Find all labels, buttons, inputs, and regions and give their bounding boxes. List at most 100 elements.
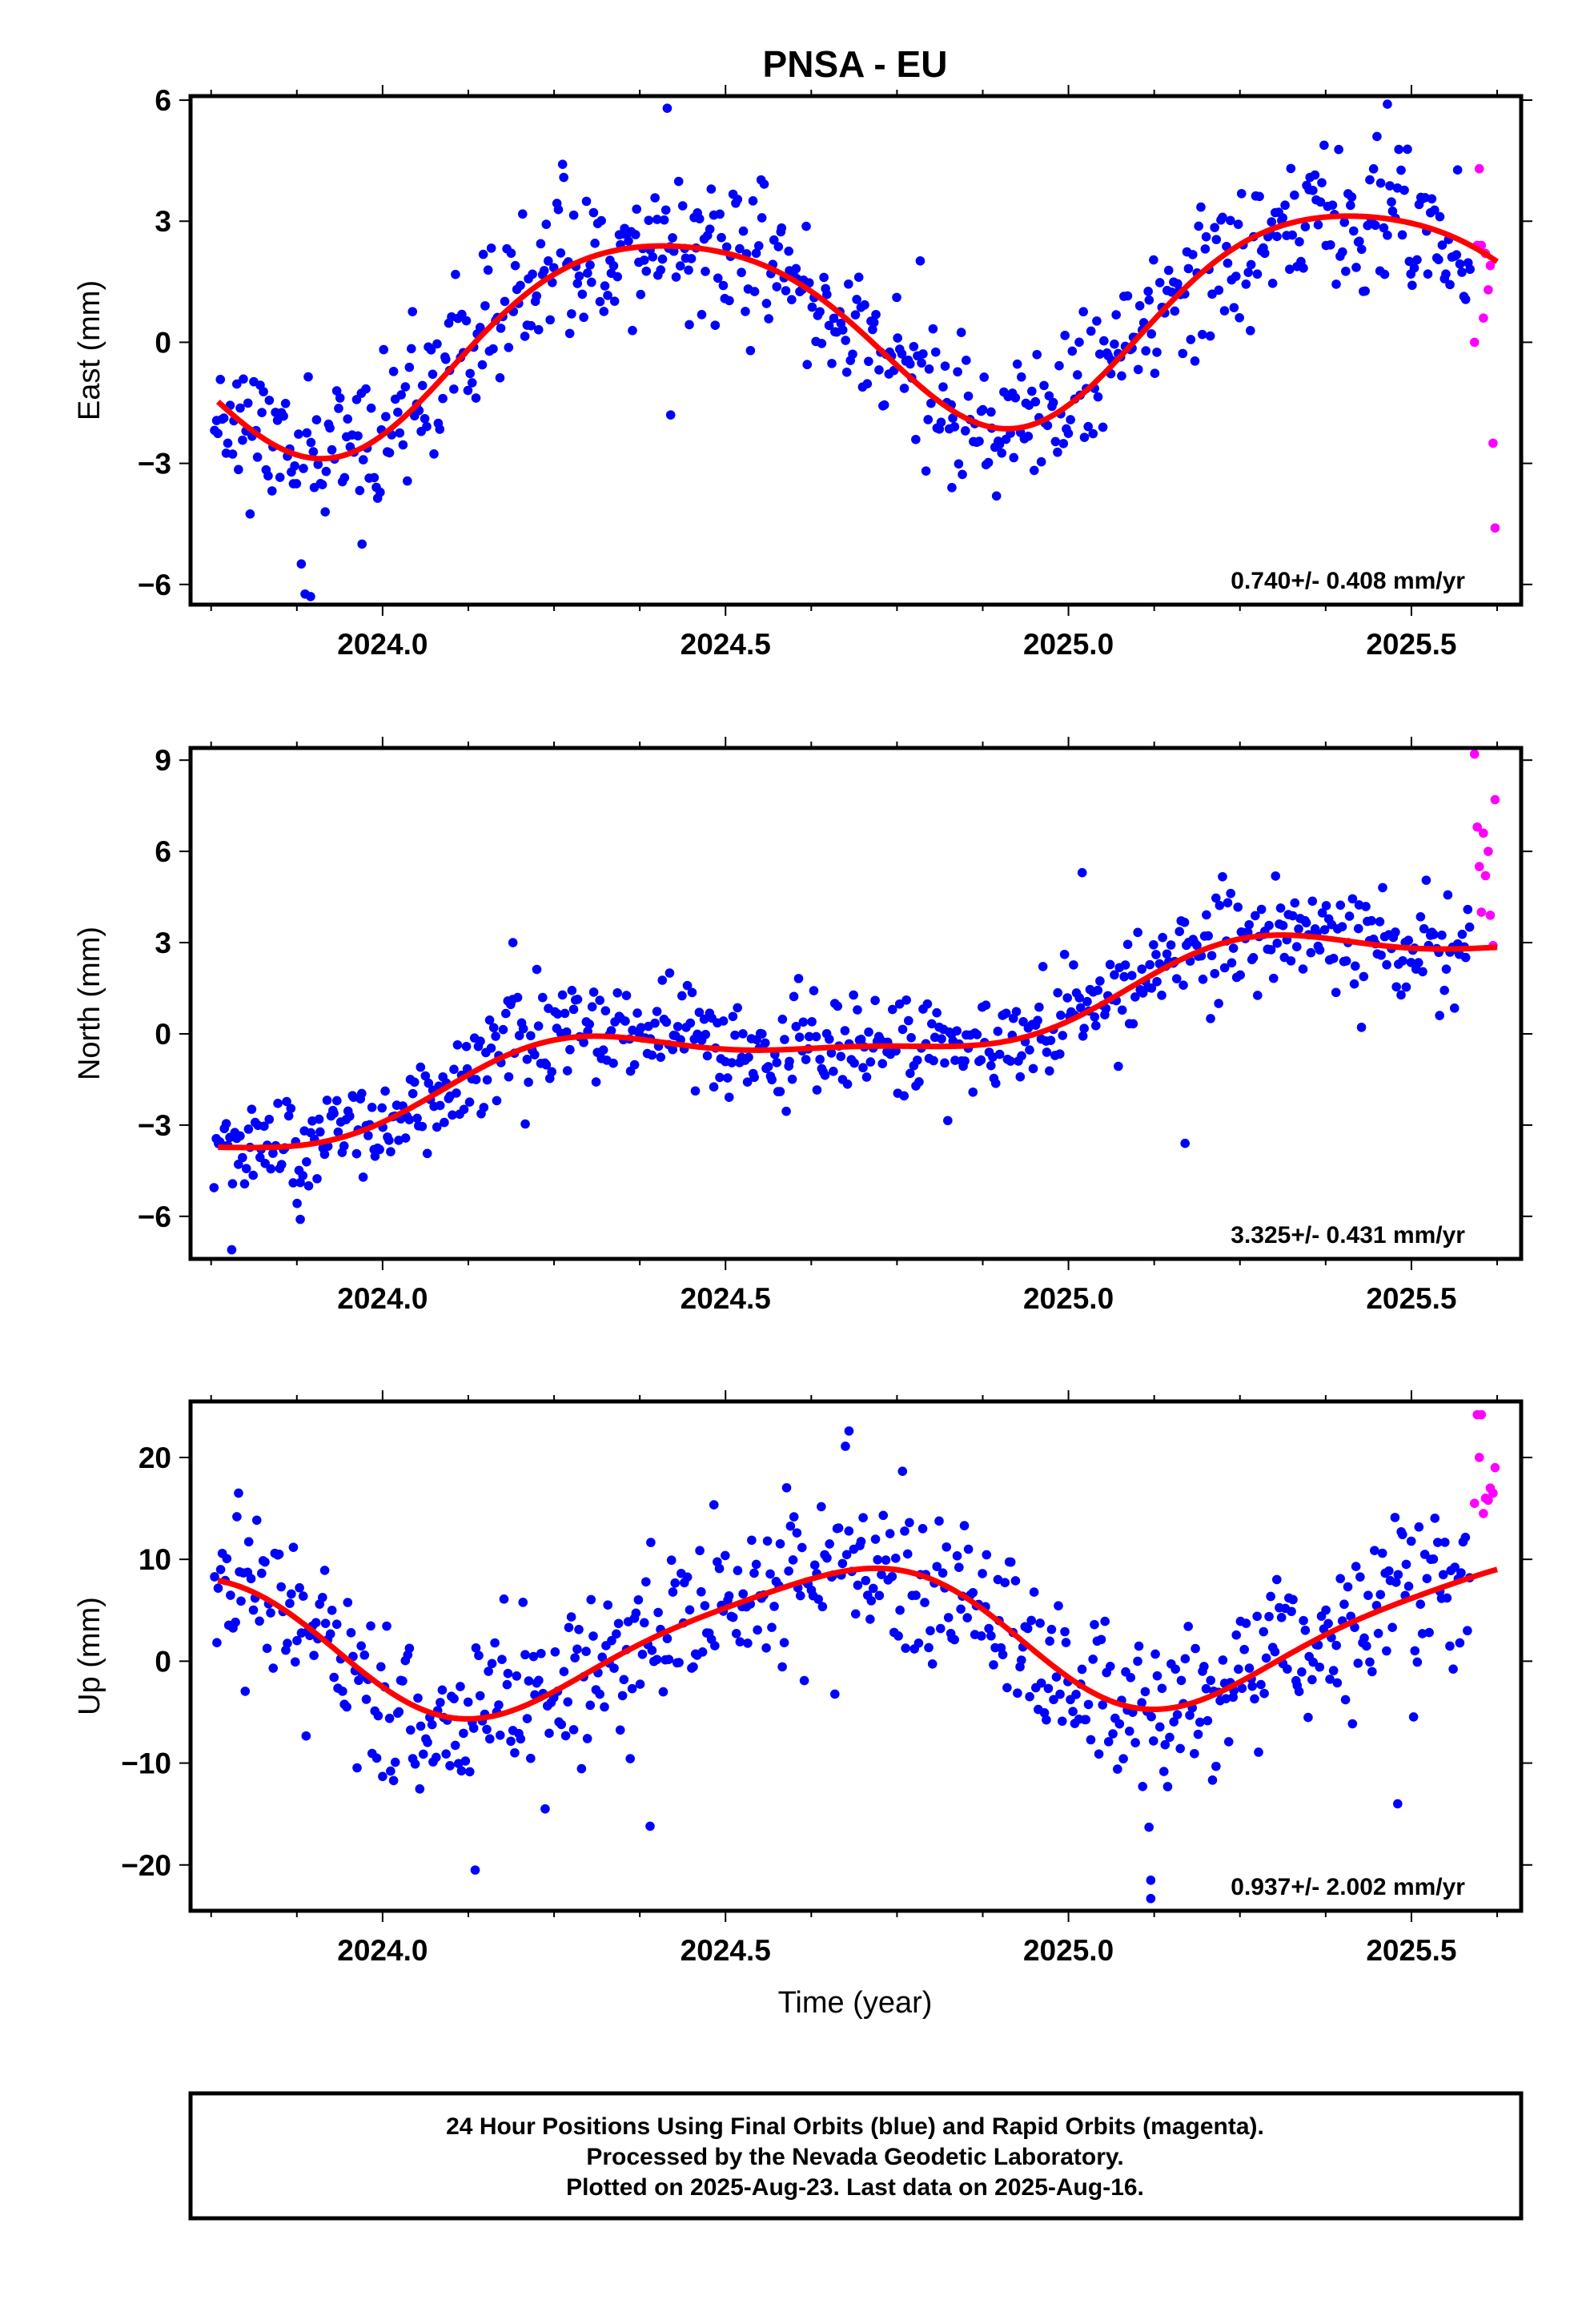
final-point bbox=[1223, 1737, 1234, 1747]
final-point bbox=[767, 1075, 777, 1085]
final-point bbox=[1063, 428, 1074, 439]
final-point bbox=[235, 1131, 245, 1141]
final-point bbox=[564, 328, 575, 339]
final-point bbox=[1401, 1559, 1411, 1570]
final-point bbox=[612, 271, 623, 282]
final-point bbox=[238, 1152, 247, 1163]
final-point bbox=[1060, 331, 1070, 340]
final-point bbox=[213, 1583, 223, 1593]
final-point bbox=[1422, 1574, 1432, 1583]
final-point bbox=[1183, 1622, 1194, 1631]
final-point bbox=[868, 324, 877, 335]
final-point bbox=[1445, 1641, 1455, 1651]
final-point bbox=[353, 431, 363, 441]
final-point bbox=[737, 267, 746, 278]
final-point bbox=[986, 407, 996, 417]
final-point bbox=[1218, 871, 1227, 882]
final-point bbox=[1294, 924, 1303, 934]
final-point bbox=[252, 452, 263, 462]
final-point bbox=[475, 323, 485, 332]
final-point bbox=[240, 1687, 251, 1696]
rapid-point bbox=[1488, 438, 1498, 448]
final-point bbox=[1068, 1707, 1078, 1716]
final-point bbox=[263, 471, 273, 481]
final-point bbox=[1069, 960, 1078, 970]
final-point bbox=[1347, 894, 1358, 904]
final-point bbox=[860, 300, 869, 310]
final-point bbox=[536, 1648, 546, 1659]
final-point bbox=[986, 1630, 996, 1641]
final-point bbox=[1094, 349, 1105, 359]
final-point bbox=[1298, 964, 1308, 974]
final-point bbox=[1199, 1662, 1209, 1671]
final-point bbox=[431, 1752, 441, 1763]
model-fit-curve bbox=[215, 213, 1499, 462]
final-point bbox=[1150, 1649, 1160, 1659]
final-point bbox=[897, 349, 907, 359]
final-point bbox=[363, 1131, 373, 1140]
final-point bbox=[1271, 871, 1281, 881]
final-point bbox=[844, 1526, 854, 1536]
final-point bbox=[221, 1119, 231, 1128]
final-point bbox=[255, 1616, 264, 1626]
final-point bbox=[1392, 1799, 1403, 1809]
final-point bbox=[418, 1749, 428, 1759]
final-point bbox=[1412, 1657, 1423, 1667]
final-point bbox=[518, 1598, 528, 1607]
final-point bbox=[452, 1039, 463, 1050]
final-point bbox=[1157, 991, 1166, 1000]
final-point bbox=[865, 1614, 875, 1624]
final-point bbox=[938, 1568, 948, 1578]
final-point bbox=[1228, 943, 1239, 953]
final-point bbox=[856, 1035, 866, 1044]
final-point bbox=[1365, 1657, 1375, 1667]
rapid-point bbox=[1479, 313, 1488, 323]
final-point bbox=[309, 1651, 319, 1660]
final-point bbox=[246, 1574, 256, 1584]
final-point bbox=[1437, 931, 1447, 940]
final-point bbox=[298, 1591, 308, 1601]
final-point bbox=[315, 1127, 325, 1137]
final-point bbox=[379, 344, 389, 355]
final-point bbox=[1383, 99, 1392, 109]
final-point bbox=[335, 393, 345, 403]
final-point bbox=[600, 1006, 611, 1015]
final-point bbox=[815, 307, 825, 317]
final-point bbox=[986, 1060, 996, 1071]
final-point bbox=[275, 472, 285, 482]
final-point bbox=[522, 1055, 532, 1064]
final-point bbox=[1441, 964, 1452, 974]
final-point bbox=[1074, 993, 1084, 1003]
final-point bbox=[1308, 186, 1318, 195]
final-point bbox=[1415, 1599, 1426, 1609]
final-point bbox=[869, 317, 879, 328]
final-point bbox=[1163, 265, 1174, 275]
final-point bbox=[1412, 255, 1422, 265]
final-point bbox=[422, 1148, 432, 1159]
final-point bbox=[751, 1559, 761, 1570]
final-point bbox=[415, 1784, 425, 1794]
final-point bbox=[1025, 1691, 1034, 1702]
final-point bbox=[596, 215, 606, 226]
rapid-orbit-series bbox=[1469, 749, 1500, 951]
final-point bbox=[273, 1099, 283, 1108]
y-tick-label: −10 bbox=[121, 1747, 171, 1780]
y-tick-label: 10 bbox=[139, 1543, 171, 1576]
final-point bbox=[809, 1560, 820, 1570]
final-point bbox=[517, 209, 528, 219]
final-point bbox=[366, 1621, 375, 1631]
final-point bbox=[1122, 291, 1133, 301]
final-point bbox=[1323, 1618, 1333, 1629]
final-point bbox=[1297, 1667, 1307, 1677]
final-point bbox=[1286, 163, 1296, 174]
final-point bbox=[632, 1008, 642, 1018]
final-point bbox=[617, 1691, 628, 1701]
final-point bbox=[1272, 939, 1283, 948]
final-point bbox=[759, 179, 769, 189]
final-point bbox=[671, 272, 681, 282]
final-point bbox=[412, 1113, 422, 1124]
final-point bbox=[1418, 967, 1427, 977]
final-point bbox=[1403, 935, 1414, 946]
final-point bbox=[588, 207, 599, 218]
final-point bbox=[744, 1052, 753, 1063]
